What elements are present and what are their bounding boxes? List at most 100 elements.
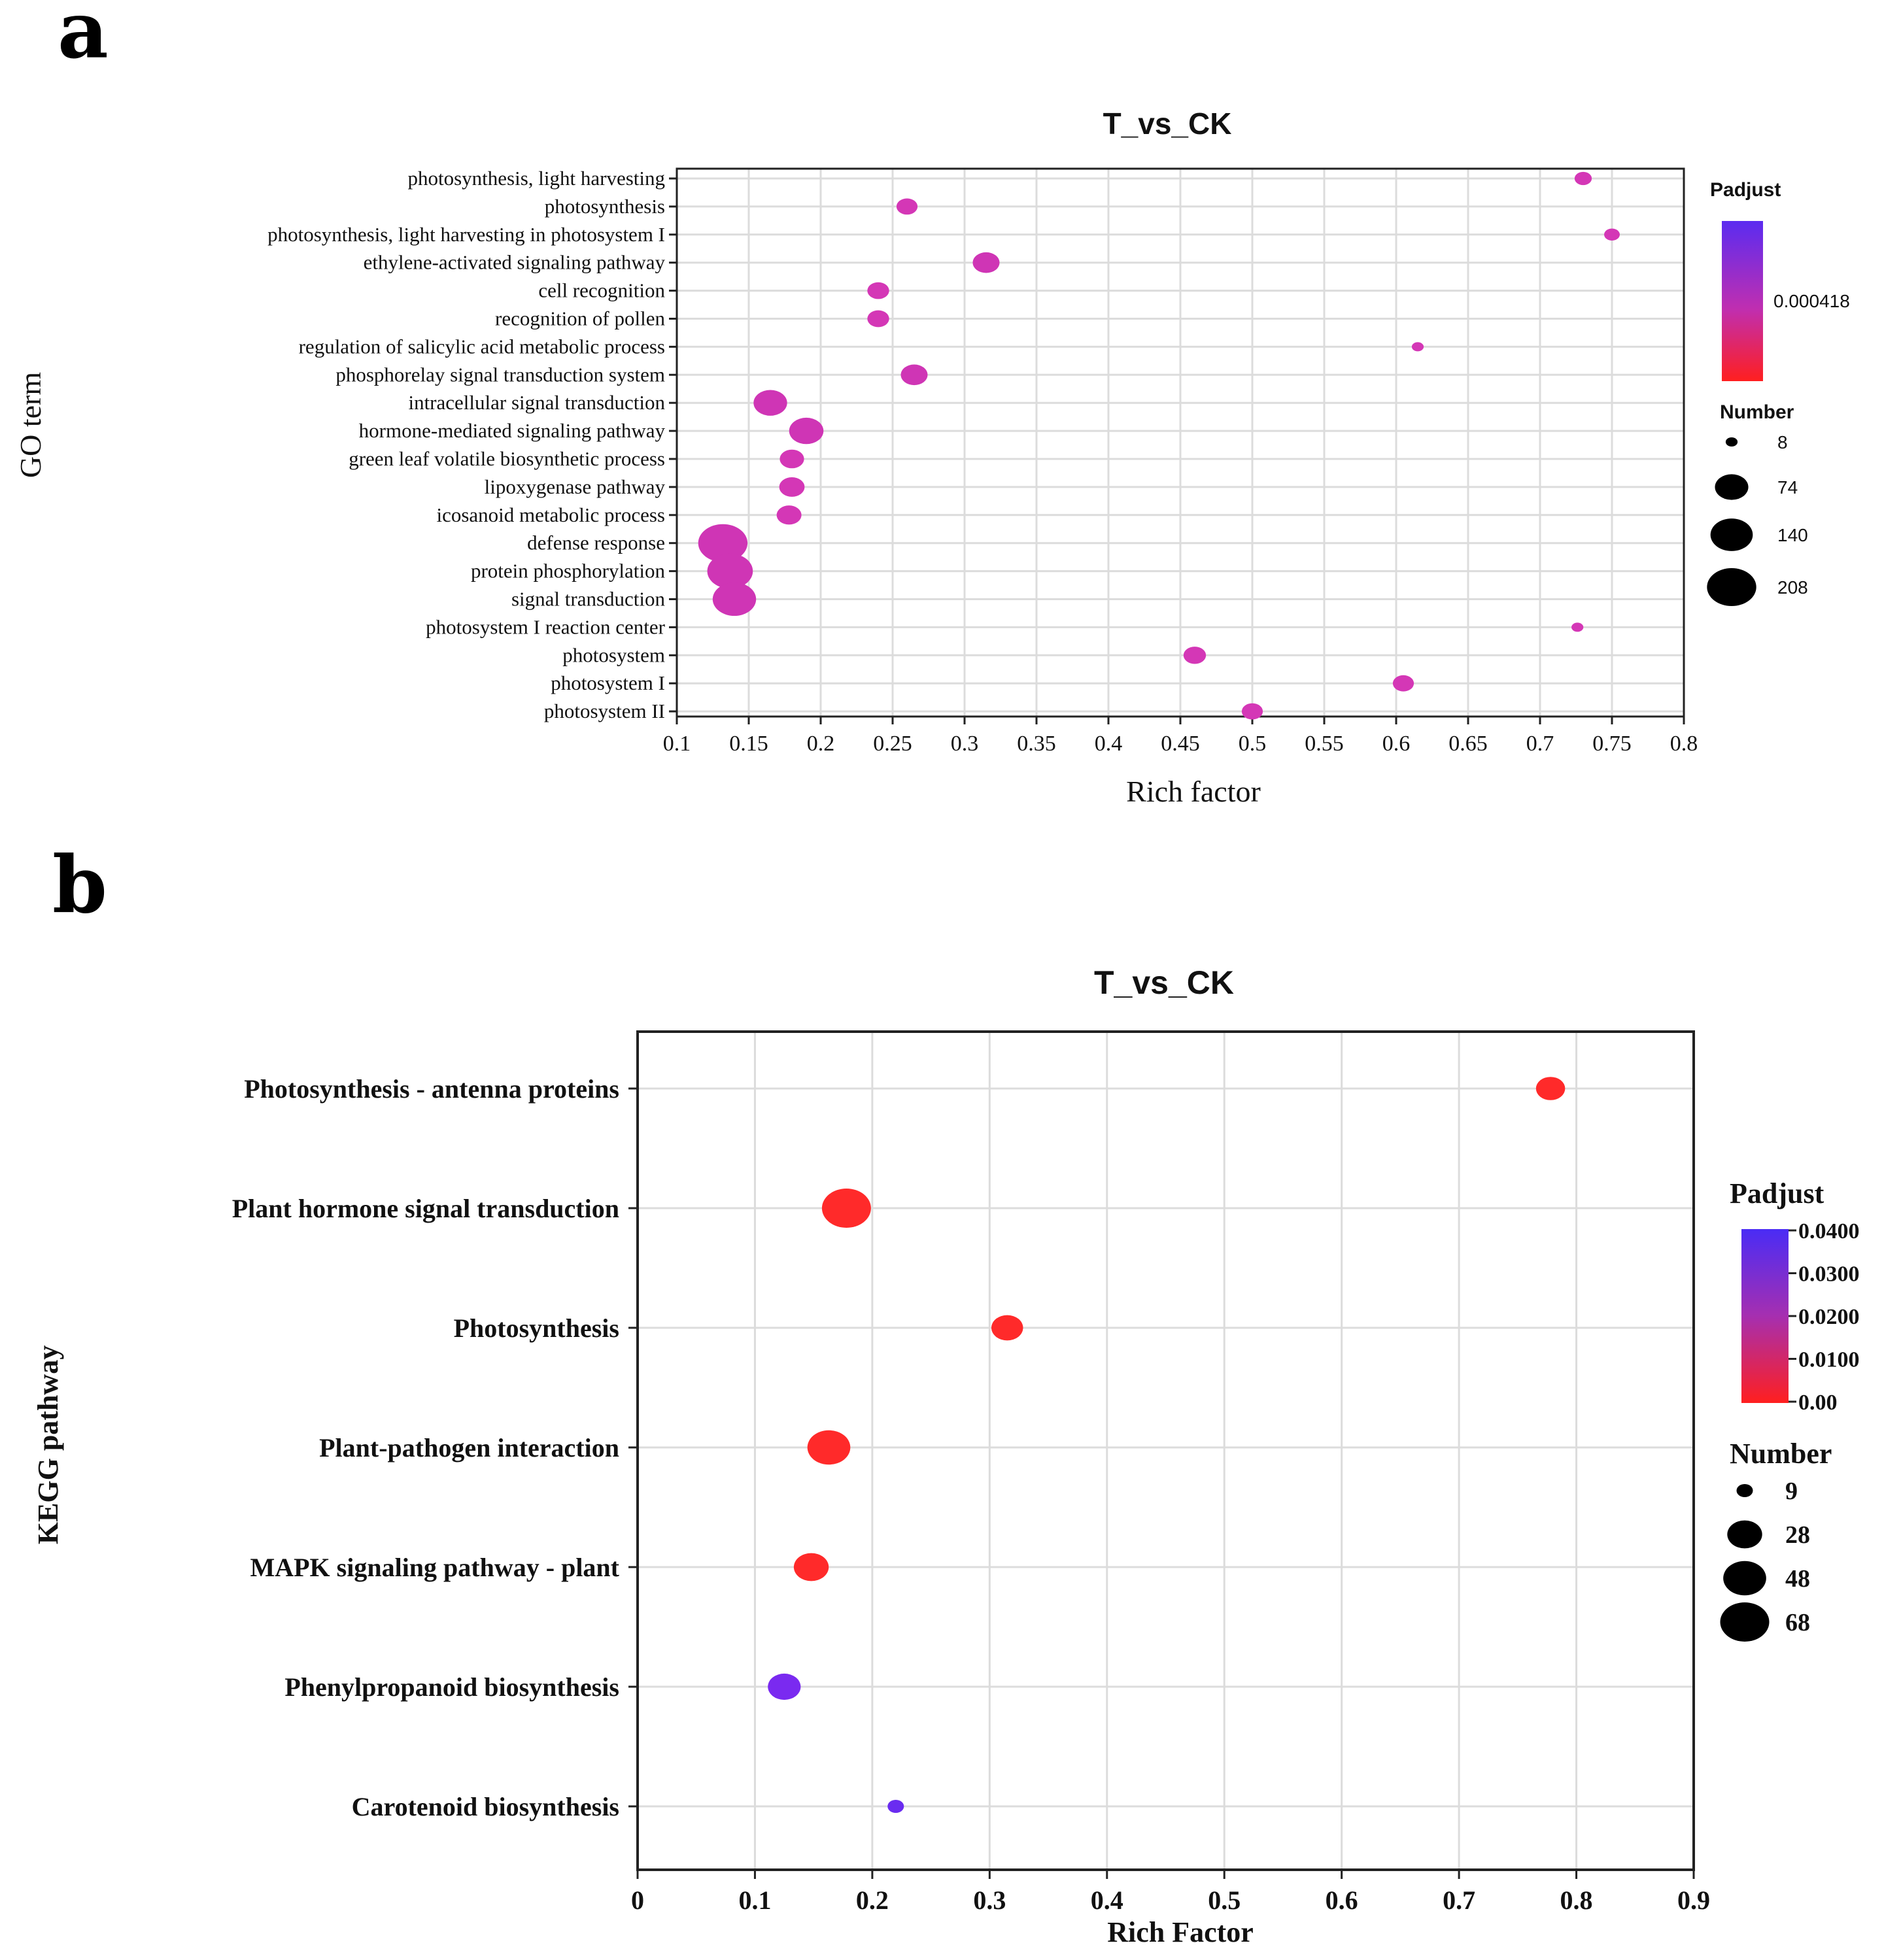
x-tick-label: 0.5 — [1208, 1885, 1241, 1915]
bubble-point — [768, 1673, 801, 1700]
y-tick-label: Carotenoid biosynthesis — [352, 1792, 619, 1821]
x-tick-label: 0.5 — [1239, 732, 1267, 756]
size-legend-label: 208 — [1777, 577, 1808, 598]
x-tick-label: 0.55 — [1305, 732, 1344, 756]
y-tick-label: lipoxygenase pathway — [485, 475, 666, 498]
bubble-point — [712, 582, 757, 617]
legend-a: Padjust 0.000418 Number 8 74 140 208 — [1707, 179, 1850, 606]
bubble-point — [793, 1553, 829, 1581]
size-legend-dot — [1727, 1520, 1762, 1549]
size-legend-dot — [1736, 1484, 1753, 1497]
y-tick-label: photosystem I — [551, 671, 665, 694]
chart-title-b: T_vs_CK — [1094, 964, 1234, 1001]
y-tick-label: Plant-pathogen interaction — [319, 1433, 619, 1462]
colorbar-tick-label: 0.0100 — [1798, 1348, 1860, 1372]
y-tick-label: ethylene-activated signaling pathway — [364, 251, 666, 274]
x-tick-label: 0.75 — [1592, 732, 1632, 756]
colorbar-a — [1722, 221, 1763, 381]
x-tick-label: 0.2 — [807, 732, 835, 756]
panel-b: b T_vs_CK Photosynthesis - antenna prote… — [32, 839, 1860, 1948]
x-tick-label: 0.45 — [1161, 732, 1200, 756]
grid-a — [676, 169, 1685, 717]
size-legend-title-b: Number — [1730, 1438, 1832, 1470]
colorbar-tick-label: 0.0400 — [1798, 1219, 1860, 1243]
x-tick-label: 0.7 — [1526, 732, 1554, 756]
bubble-point — [707, 553, 753, 589]
colorbar-ticks-b: 0.0400 0.0300 0.0200 0.0100 0.00 — [1789, 1219, 1860, 1415]
size-legend-title-a: Number — [1720, 401, 1794, 423]
x-tick-label: 0 — [631, 1885, 644, 1915]
bubble-point — [1571, 622, 1584, 632]
y-tick-label: Photosynthesis - antenna proteins — [244, 1074, 619, 1104]
x-tick-label: 0.7 — [1443, 1885, 1475, 1915]
y-tick-label: phosphorelay signal transduction system — [335, 363, 665, 386]
bubble-point — [779, 449, 804, 469]
color-legend-title-b: Padjust — [1730, 1177, 1824, 1209]
x-tick-label: 0.4 — [1095, 732, 1123, 756]
color-legend-title-a: Padjust — [1710, 179, 1781, 201]
y-tick-label: photosynthesis, light harvesting in phot… — [267, 223, 665, 246]
colorbar-tick-label: 0.0300 — [1798, 1262, 1860, 1287]
bubble-point — [1535, 1077, 1566, 1100]
bubble-point — [698, 524, 748, 562]
x-tick-label: 0.9 — [1677, 1885, 1710, 1915]
size-legend-dot — [1723, 1561, 1766, 1596]
y-tick-label: protein phosphorylation — [471, 560, 666, 583]
bubble-point — [887, 1800, 904, 1813]
bubble-point — [789, 417, 824, 445]
y-tick-label: regulation of salicylic acid metabolic p… — [299, 335, 665, 358]
colorbar-tick-label: 0.0200 — [1798, 1305, 1860, 1329]
size-legend-dot — [1715, 474, 1749, 500]
y-tick-label: photosynthesis, light harvesting — [407, 167, 665, 190]
y-tick-label: Photosynthesis — [454, 1313, 619, 1343]
y-tick-label: Phenylpropanoid biosynthesis — [284, 1672, 619, 1702]
x-axis-b: 0 0.1 0.2 0.3 0.4 0.5 0.6 0.7 0.8 0.9 — [631, 1870, 1710, 1915]
size-legend-items-b: 9 28 48 68 — [1720, 1478, 1810, 1642]
bubble-point — [779, 477, 805, 497]
y-tick-label: intracellular signal transduction — [408, 391, 665, 414]
bubble-point — [1411, 342, 1424, 352]
points-b — [768, 1077, 1566, 1813]
x-tick-label: 0.1 — [663, 732, 691, 756]
y-tick-label: Plant hormone signal transduction — [232, 1194, 619, 1223]
bubble-point — [807, 1430, 851, 1465]
x-tick-label: 0.8 — [1670, 732, 1698, 756]
size-legend-label: 28 — [1785, 1521, 1810, 1549]
size-legend-label: 74 — [1777, 477, 1798, 498]
y-tick-label: photosystem II — [544, 700, 665, 722]
bubble-point — [753, 390, 787, 416]
size-legend-items-a: 8 74 140 208 — [1707, 432, 1808, 606]
legend-b: Padjust 0.0400 0.0300 0.0200 0.0100 0.00 Num… — [1720, 1177, 1860, 1642]
x-tick-label: 0.35 — [1017, 732, 1056, 756]
colorbar-tick-label: 0.00 — [1798, 1391, 1838, 1415]
y-tick-label: defense response — [527, 532, 665, 554]
bubble-point — [900, 364, 928, 386]
size-legend-dot — [1720, 1602, 1770, 1642]
x-tick-label: 0.6 — [1326, 1885, 1358, 1915]
size-legend-dot — [1725, 437, 1738, 447]
x-axis-a: 0.1 0.15 0.2 0.25 0.3 0.35 0.4 0.45 0.5 0.55 0.6 0.… — [663, 717, 1698, 756]
x-axis-label-b: Rich Factor — [1107, 1916, 1254, 1948]
x-tick-label: 0.6 — [1382, 732, 1411, 756]
bubble-point — [1574, 171, 1592, 186]
colorbar-label-a: 0.000418 — [1773, 291, 1850, 311]
bubble-point — [896, 198, 918, 215]
size-legend-label: 9 — [1785, 1478, 1798, 1505]
y-tick-label: MAPK signaling pathway - plant — [250, 1553, 619, 1582]
y-tick-label: signal transduction — [511, 588, 666, 611]
x-tick-label: 0.3 — [951, 732, 979, 756]
y-tick-label: photosystem I reaction center — [426, 615, 666, 638]
panel-letter-b: b — [52, 839, 107, 931]
panel-letter-a: a — [58, 0, 109, 76]
x-tick-label: 0.15 — [729, 732, 768, 756]
y-tick-label: green leaf volatile biosynthetic process — [349, 447, 665, 470]
bubble-point — [821, 1189, 871, 1228]
y-axis-b: Photosynthesis - antenna proteins Plant h… — [232, 1074, 638, 1821]
size-legend-label: 48 — [1785, 1565, 1810, 1593]
bubble-point — [972, 252, 1000, 273]
y-tick-label: hormone-mediated signaling pathway — [359, 419, 666, 442]
y-tick-label: cell recognition — [538, 279, 665, 302]
x-tick-label: 0.8 — [1560, 1885, 1593, 1915]
size-legend-dot — [1710, 518, 1753, 551]
